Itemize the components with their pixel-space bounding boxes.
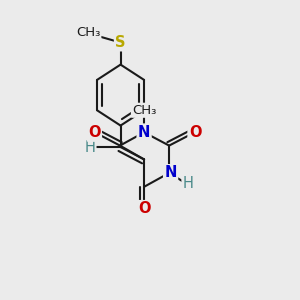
Text: N: N — [164, 166, 177, 181]
Text: CH₃: CH₃ — [132, 104, 156, 117]
Text: H: H — [84, 140, 95, 154]
Text: O: O — [138, 201, 150, 216]
Text: N: N — [138, 125, 150, 140]
Text: H: H — [183, 176, 194, 191]
Text: CH₃: CH₃ — [76, 26, 101, 39]
Text: O: O — [189, 125, 201, 140]
Text: O: O — [88, 125, 100, 140]
Text: S: S — [115, 35, 126, 50]
